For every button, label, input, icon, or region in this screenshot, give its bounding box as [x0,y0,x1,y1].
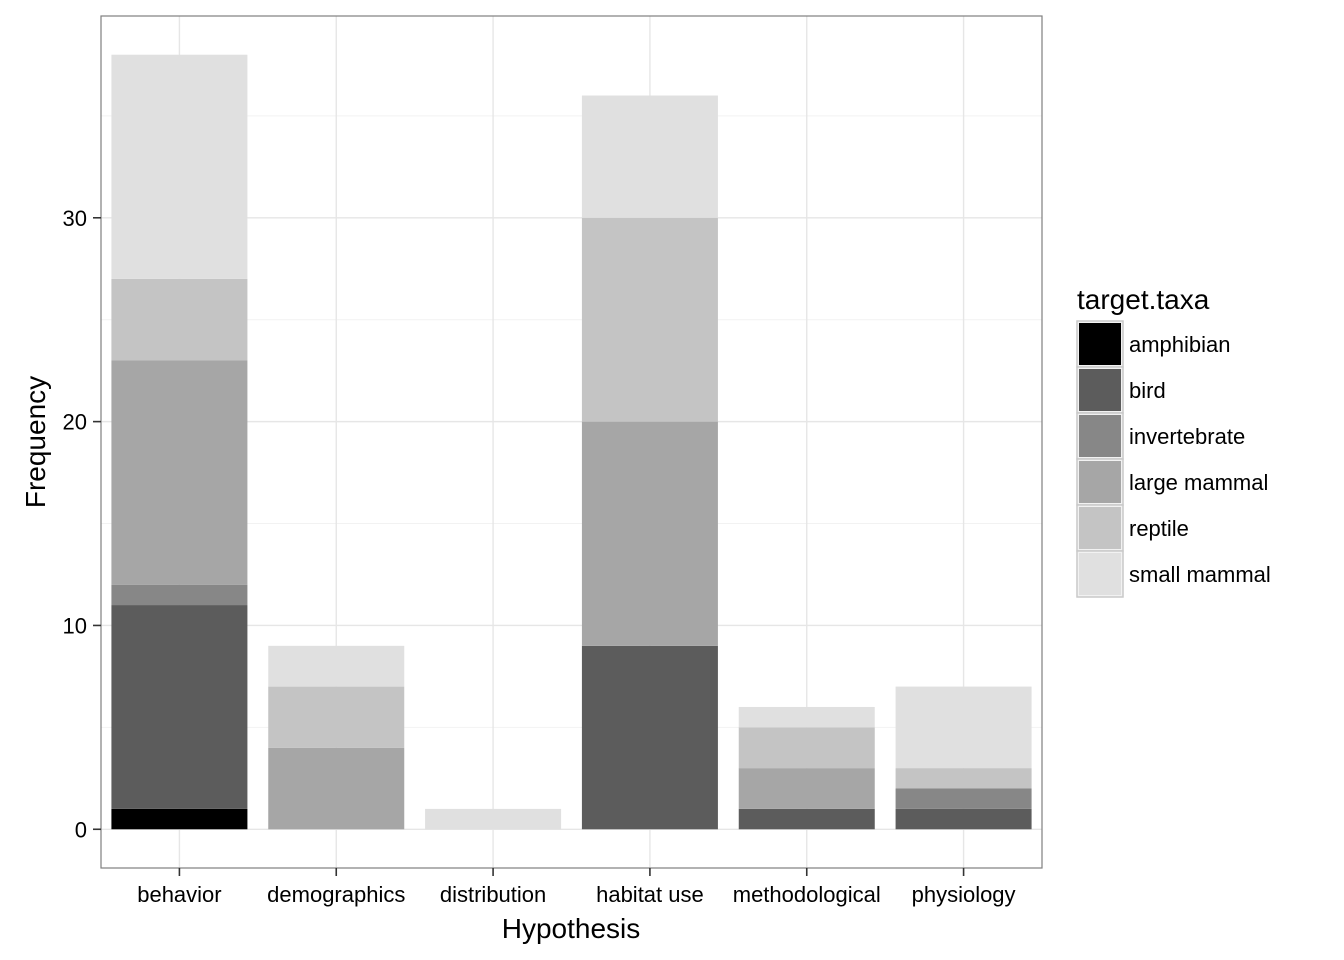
bar-segment-amphibian-behavior [111,808,248,830]
bar-segment-large-mammal-habitat-use [581,421,718,646]
axes-layer: 0 10 20 30 behavior demographics distribution h… [63,206,1016,907]
legend-key-bird [1079,369,1121,411]
bar-segment-small-mammal-demographics [268,645,405,687]
panel-border [100,15,1043,869]
legend-label: amphibian [1129,332,1231,357]
y-tick-label: 30 [63,206,87,231]
bar-segment-bird-habitat-use [581,645,718,830]
bar-segment-reptile-physiology [895,768,1032,789]
bar-segment-invertebrate-behavior [111,584,248,606]
y-tick-label: 0 [75,817,87,842]
bar-segment-small-mammal-behavior [111,54,248,279]
legend-key-large-mammal [1079,461,1121,503]
legend-items: amphibian bird invertebrate large mammal rep… [1076,320,1271,598]
x-tick-label: physiology [912,882,1016,907]
y-tick-label: 10 [63,613,87,638]
bar-segment-bird-physiology [895,808,1032,830]
x-tick-label: behavior [137,882,221,907]
legend-key-reptile [1079,507,1121,549]
bar-segment-small-mammal-physiology [895,686,1032,769]
bar-segment-invertebrate-physiology [895,788,1032,809]
y-axis-title: Frequency [20,376,51,508]
x-axis-title: Hypothesis [502,913,641,944]
legend-label: invertebrate [1129,424,1245,449]
bar-segment-bird-behavior [111,605,248,809]
legend-title: target.taxa [1077,284,1210,315]
bar-segment-bird-methodological [738,808,875,830]
bars-layer [111,54,1032,830]
legend-label: bird [1129,378,1166,403]
bar-segment-small-mammal-methodological [738,706,875,728]
bar-segment-small-mammal-distribution [425,808,562,830]
bar-segment-large-mammal-methodological [738,768,875,809]
bar-segment-reptile-demographics [268,686,405,748]
x-tick-label: habitat use [596,882,704,907]
legend-key-small-mammal [1079,553,1121,595]
legend-label: large mammal [1129,470,1268,495]
legend-label: small mammal [1129,562,1271,587]
legend-key-amphibian [1079,323,1121,365]
legend-key-invertebrate [1079,415,1121,457]
bar-segment-reptile-habitat-use [581,217,718,422]
x-tick-label: methodological [733,882,881,907]
bar-segment-small-mammal-habitat-use [581,95,718,218]
bar-segment-large-mammal-behavior [111,360,248,585]
bar-segment-reptile-methodological [738,727,875,769]
x-tick-label: demographics [267,882,405,907]
legend-label: reptile [1129,516,1189,541]
bar-segment-large-mammal-demographics [268,747,405,830]
x-tick-label: distribution [440,882,546,907]
y-tick-label: 20 [63,410,87,435]
legend: target.taxa amphibian bird invertebrate lar… [1076,284,1271,598]
bar-segment-reptile-behavior [111,278,248,361]
